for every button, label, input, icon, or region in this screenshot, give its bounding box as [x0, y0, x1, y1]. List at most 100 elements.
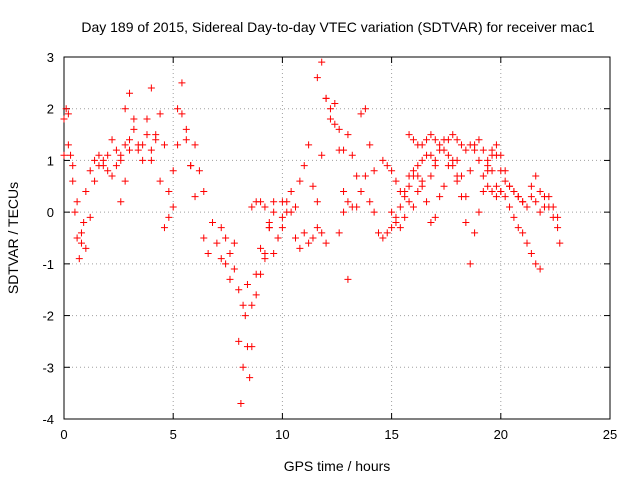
data-point [139, 156, 147, 164]
data-point [527, 182, 535, 190]
data-point [471, 146, 479, 154]
data-point [121, 105, 129, 113]
data-point [95, 162, 103, 170]
data-point [62, 105, 70, 113]
data-point [278, 224, 286, 232]
series-track-16 [466, 141, 544, 273]
data-point [64, 141, 72, 149]
data-point [226, 275, 234, 283]
x-tick-label: 15 [384, 427, 398, 442]
data-point [169, 167, 177, 175]
data-point [536, 208, 544, 216]
data-point [331, 120, 339, 128]
data-point [388, 208, 396, 216]
series-track-10 [335, 167, 426, 242]
data-point [361, 105, 369, 113]
series-track-18 [527, 172, 564, 247]
data-point [80, 218, 88, 226]
data-point [501, 193, 509, 201]
data-point [292, 234, 300, 242]
data-point [340, 187, 348, 195]
data-point [130, 125, 138, 133]
data-point [357, 110, 365, 118]
data-point [178, 110, 186, 118]
data-point [248, 203, 256, 211]
data-point [436, 146, 444, 154]
data-point [388, 167, 396, 175]
data-point [396, 187, 404, 195]
data-point [409, 203, 417, 211]
series-track-11 [379, 151, 439, 201]
data-point [401, 213, 409, 221]
data-point [440, 182, 448, 190]
data-points [60, 58, 564, 407]
data-point [436, 193, 444, 201]
data-point [117, 198, 125, 206]
data-point [427, 218, 435, 226]
data-point [427, 131, 435, 139]
data-point [191, 193, 199, 201]
data-point [536, 265, 544, 273]
data-point [112, 146, 120, 154]
data-point [488, 151, 496, 159]
data-point [449, 162, 457, 170]
data-point [344, 275, 352, 283]
data-point [335, 229, 343, 237]
data-point [506, 182, 514, 190]
data-point [278, 198, 286, 206]
data-point [165, 213, 173, 221]
data-point [453, 177, 461, 185]
series-track-2 [60, 136, 134, 252]
data-point [357, 187, 365, 195]
data-point [121, 177, 129, 185]
data-point [165, 187, 173, 195]
data-point [71, 208, 79, 216]
data-point [475, 136, 483, 144]
data-point [156, 177, 164, 185]
data-point [527, 193, 535, 201]
y-tick-label: -4 [42, 412, 54, 427]
data-point [388, 224, 396, 232]
data-point [60, 115, 68, 123]
data-point [130, 115, 138, 123]
data-point [322, 94, 330, 102]
data-point [237, 399, 245, 407]
data-point [492, 182, 500, 190]
data-point [222, 260, 230, 268]
data-point [241, 312, 249, 320]
data-point [344, 131, 352, 139]
data-point [60, 151, 68, 159]
data-point [309, 234, 317, 242]
y-tick-label: 0 [47, 205, 54, 220]
data-point [226, 250, 234, 258]
data-point [248, 343, 256, 351]
data-point [440, 136, 448, 144]
data-point [69, 177, 77, 185]
data-point [73, 234, 81, 242]
data-point [361, 172, 369, 180]
data-point [86, 167, 94, 175]
data-point [209, 218, 217, 226]
data-point [471, 229, 479, 237]
data-point [75, 255, 83, 263]
data-point [449, 131, 457, 139]
data-point [484, 167, 492, 175]
data-point [270, 250, 278, 258]
data-point [431, 162, 439, 170]
data-point [484, 182, 492, 190]
y-tick-label: -3 [42, 360, 54, 375]
series-track-8 [278, 94, 352, 283]
data-point [519, 229, 527, 237]
data-point [217, 255, 225, 263]
data-point [414, 187, 422, 195]
data-point [86, 213, 94, 221]
data-point [344, 198, 352, 206]
data-point [187, 162, 195, 170]
data-point [457, 193, 465, 201]
series-track-9 [313, 58, 378, 180]
data-point [287, 187, 295, 195]
data-point [313, 74, 321, 82]
data-point [182, 136, 190, 144]
data-point [99, 156, 107, 164]
data-point [466, 260, 474, 268]
